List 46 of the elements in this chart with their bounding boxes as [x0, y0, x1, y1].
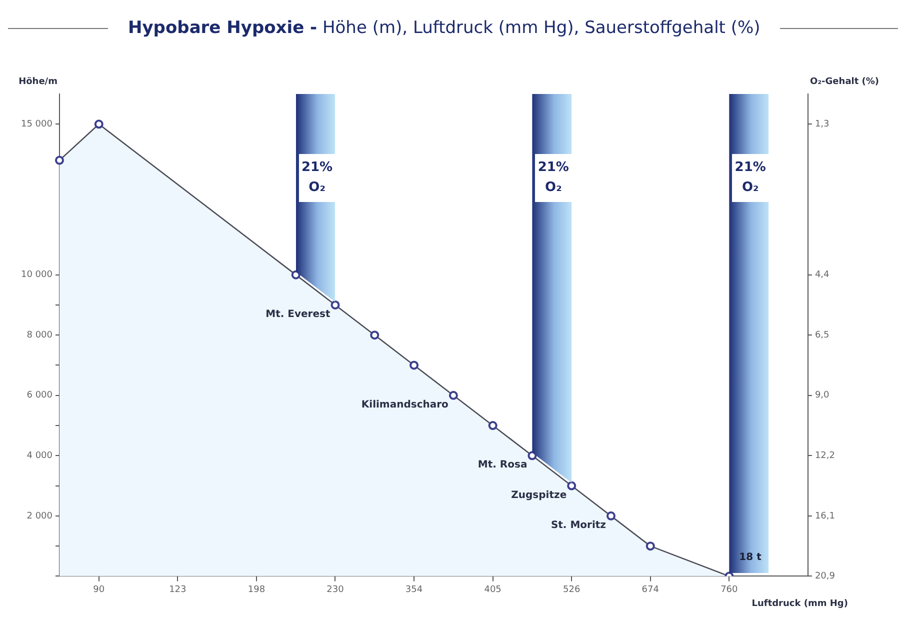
y-tick-label: 6 000 [26, 390, 53, 401]
point [54, 156, 64, 165]
point [646, 542, 655, 551]
x-tick-label: 760 [720, 584, 738, 595]
x-tick-label: 674 [642, 584, 660, 595]
annotation: 21% O₂ [732, 154, 769, 202]
category-label: 12,2 [814, 450, 836, 461]
y-tick-label: 8 000 [26, 330, 53, 340]
data-label: St. Moritz [550, 520, 606, 531]
data-label: Zugspitze [511, 490, 567, 501]
category-label: 9,0 [814, 390, 830, 401]
annotation: 21% O₂ [298, 154, 336, 202]
x-tick-label: 198 [248, 584, 266, 595]
point [606, 511, 616, 520]
point [567, 481, 576, 490]
y-tick-label: 15 000 [20, 119, 53, 130]
x-tick-label: 90 [93, 584, 105, 595]
data-label: Mt. Everest [266, 308, 330, 320]
annotation: 18 t [739, 552, 762, 564]
x-tick-label: 526 [563, 584, 580, 595]
y2-axis-title: O₂-Gehalt (%) [810, 77, 880, 87]
point [330, 300, 340, 310]
category-label: 6,5 [814, 330, 830, 340]
point [448, 390, 458, 400]
annotation: 21% O₂ [535, 154, 572, 202]
x-tick-label: 405 [484, 584, 502, 595]
point [410, 360, 419, 370]
data-label: Mt. Rosa [478, 460, 528, 471]
point [488, 421, 498, 430]
y-tick-label: 2 000 [26, 511, 53, 522]
category-label: 1,3 [814, 119, 830, 130]
category-label: 20,9 [814, 572, 836, 582]
chart-subtitle: Höhe (m), Luftdruck (mm Hg), Sauerstoffgehalt (%) [322, 18, 760, 38]
point [370, 330, 380, 340]
y-tick-label: 4 000 [26, 450, 53, 461]
x-tick-label: 230 [326, 584, 344, 595]
data-label: Kilimandscharo [361, 399, 449, 410]
x-axis-title: Luftdruck (mm Hg) [752, 599, 848, 610]
category-label: 4,4 [814, 270, 830, 280]
category-label: 16,1 [814, 511, 836, 522]
chart-title: Hypobare Hypoxie - [128, 18, 318, 38]
x-tick-label: 123 [169, 584, 186, 595]
y-axis-title: Höhe/m [18, 77, 58, 87]
x-tick-label: 354 [405, 584, 423, 595]
y-tick-label: 10 000 [20, 270, 53, 280]
point [94, 120, 104, 129]
